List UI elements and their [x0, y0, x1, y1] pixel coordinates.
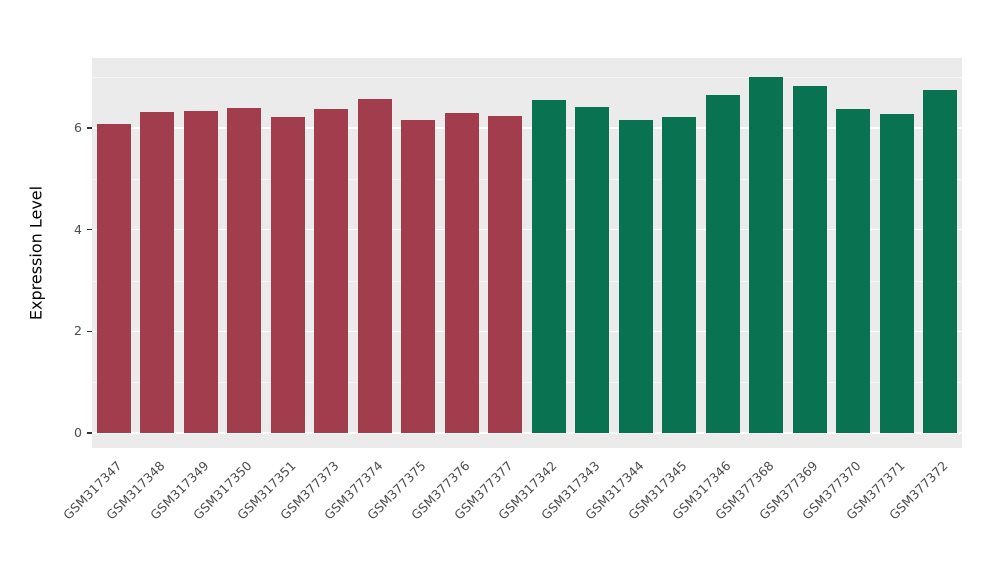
- bar-GSM317347: [96, 123, 131, 433]
- gridline-major: [92, 330, 962, 333]
- gridline-minor: [92, 178, 962, 180]
- plot-panel: [92, 58, 962, 448]
- bar-GSM377376: [444, 113, 479, 433]
- y-tick-label: 2: [74, 323, 82, 339]
- y-axis-title: Expression Level: [26, 185, 46, 321]
- bar-GSM377373: [314, 108, 349, 433]
- y-tick-mark: [87, 330, 92, 333]
- y-tick-label: 4: [74, 221, 82, 237]
- bar-GSM317344: [618, 119, 653, 433]
- bar-GSM377377: [488, 115, 523, 433]
- gridline-minor: [92, 77, 962, 79]
- y-tick-mark: [87, 432, 92, 434]
- bar-GSM317343: [575, 107, 610, 433]
- bar-GSM377369: [792, 85, 827, 433]
- bar-GSM317345: [662, 117, 697, 433]
- bar-GSM317351: [270, 116, 305, 433]
- y-tick-mark: [87, 228, 92, 231]
- bar-GSM377374: [357, 99, 392, 433]
- bar-GSM317349: [183, 110, 218, 433]
- y-tick-label: 6: [74, 120, 82, 135]
- y-tick-mark: [87, 127, 92, 129]
- gridline-major: [92, 432, 962, 434]
- bar-GSM377371: [879, 114, 914, 433]
- bar-GSM377372: [923, 90, 958, 433]
- bar-GSM317348: [140, 111, 175, 433]
- bar-GSM317346: [705, 94, 740, 433]
- gridline-major: [92, 127, 962, 129]
- bar-GSM317350: [227, 107, 262, 433]
- bar-GSM317342: [531, 99, 566, 433]
- gridline-major: [92, 228, 962, 231]
- bar-GSM377370: [836, 109, 871, 433]
- y-tick-label: 0: [74, 425, 82, 440]
- gridline-minor: [92, 280, 962, 282]
- bar-GSM377375: [401, 119, 436, 433]
- gridline-minor: [92, 382, 962, 384]
- bar-GSM377368: [749, 77, 784, 433]
